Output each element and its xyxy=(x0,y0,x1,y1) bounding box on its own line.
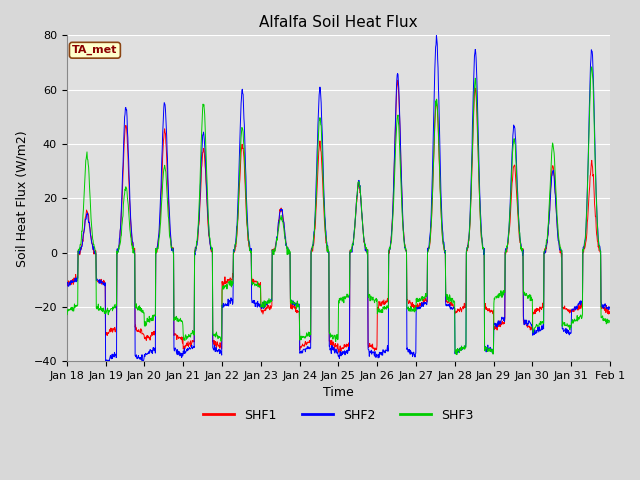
SHF3 xyxy=(180,335,188,341)
SHF3 xyxy=(453,352,461,358)
SHF1 xyxy=(63,283,70,288)
SHF1 xyxy=(550,168,557,173)
Line: SHF2: SHF2 xyxy=(67,35,610,364)
SHF3 xyxy=(606,320,614,325)
SHF1 xyxy=(180,343,188,349)
SHF3 xyxy=(381,304,389,310)
SHF3 xyxy=(408,307,416,313)
Title: Alfalfa Soil Heat Flux: Alfalfa Soil Heat Flux xyxy=(259,15,418,30)
SHF1 xyxy=(381,300,389,305)
SHF1 xyxy=(335,349,343,355)
Line: SHF3: SHF3 xyxy=(67,67,610,355)
SHF2 xyxy=(381,347,389,353)
SHF2 xyxy=(245,239,253,244)
SHF2 xyxy=(606,306,614,312)
SHF1 xyxy=(244,238,252,243)
SHF1 xyxy=(394,77,401,83)
Legend: SHF1, SHF2, SHF3: SHF1, SHF2, SHF3 xyxy=(198,404,479,427)
SHF3 xyxy=(588,64,596,70)
X-axis label: Time: Time xyxy=(323,386,354,399)
SHF2 xyxy=(433,32,440,38)
SHF2 xyxy=(139,361,147,367)
SHF1 xyxy=(409,304,417,310)
Text: TA_met: TA_met xyxy=(72,45,118,55)
SHF2 xyxy=(63,280,70,286)
SHF3 xyxy=(244,236,252,241)
SHF1 xyxy=(606,309,614,314)
Line: SHF1: SHF1 xyxy=(67,80,610,352)
SHF2 xyxy=(550,171,557,177)
SHF1 xyxy=(467,192,475,197)
Y-axis label: Soil Heat Flux (W/m2): Soil Heat Flux (W/m2) xyxy=(15,130,28,266)
SHF2 xyxy=(467,174,475,180)
SHF2 xyxy=(409,354,417,360)
SHF2 xyxy=(181,350,189,356)
SHF3 xyxy=(63,312,70,318)
SHF3 xyxy=(467,197,475,203)
SHF3 xyxy=(550,144,557,150)
